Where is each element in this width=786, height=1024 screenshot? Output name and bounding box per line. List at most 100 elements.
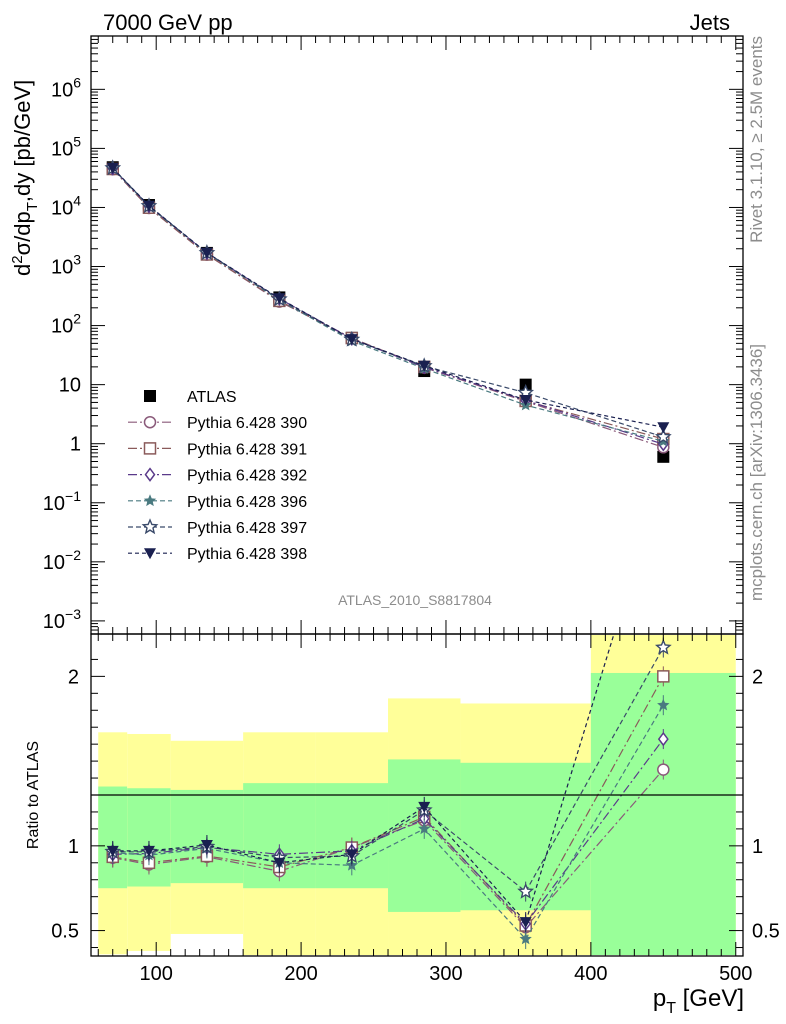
main-series xyxy=(104,159,672,463)
ratio-point-pythia-6-428-398 xyxy=(142,845,155,857)
y-tick-base: 10 xyxy=(51,138,73,160)
ratio-y-tick-label-right: 2 xyxy=(752,666,763,688)
y-title-d: d xyxy=(10,264,35,276)
point-pythia-6-428-398 xyxy=(418,360,431,372)
y-title-sub: T xyxy=(24,202,41,211)
ratio-point-pythia-6-428-391 xyxy=(657,670,670,683)
mcplots-label: mcplots.cern.ch [arXiv:1306.3436] xyxy=(747,344,766,601)
y-tick-label: 10−1 xyxy=(43,488,81,515)
ratio-line-pythia-6-428-397 xyxy=(112,647,664,893)
legend-label-pythia-6-428-391: Pythia 6.428 391 xyxy=(187,441,307,458)
y-tick-label: 10 xyxy=(59,375,81,397)
x-title-sub: T xyxy=(666,1000,676,1017)
ratio-line-pythia-6-428-392 xyxy=(112,738,664,925)
legend-marker-pythia-6-428-390 xyxy=(143,415,157,429)
ratio-y-tick-label: 1 xyxy=(68,836,79,858)
legend-label-atlas: ATLAS xyxy=(187,389,237,406)
ratio-point-pythia-6-428-396 xyxy=(519,932,532,945)
legend-marker-pythia-6-428-391 xyxy=(143,442,157,455)
legend-label-pythia-6-428-390: Pythia 6.428 390 xyxy=(187,415,307,432)
legend-marker-pythia-6-428-397 xyxy=(141,518,159,535)
ratio-point-pythia-6-428-398 xyxy=(200,839,213,851)
point-pythia-6-428-398 xyxy=(657,422,670,434)
y-title-sigma: σ/dp xyxy=(10,211,35,255)
legend-label-pythia-6-428-398: Pythia 6.428 398 xyxy=(187,546,307,563)
y-tick-base: 10 xyxy=(43,493,65,515)
legend-marker-pythia-6-428-396 xyxy=(143,494,157,507)
ratio-line-pythia-6-428-396 xyxy=(112,704,664,941)
ratio-point-pythia-6-428-398 xyxy=(106,845,119,857)
point-atlas xyxy=(657,450,670,463)
y-tick-base: 10 xyxy=(51,257,73,279)
x-tick-label: 300 xyxy=(429,963,462,985)
y-tick-base: 10 xyxy=(43,552,65,574)
ratio-point-pythia-6-428-398 xyxy=(418,801,431,813)
inner-band xyxy=(98,786,128,889)
rivet-label: Rivet 3.1.10, ≥ 2.5M events xyxy=(747,36,766,243)
ratio-point-pythia-6-428-397 xyxy=(654,638,672,655)
legend-label-pythia-6-428-392: Pythia 6.428 392 xyxy=(187,468,307,485)
y-title-rest: ,dy [pb/GeV] xyxy=(10,80,35,202)
legend-label-pythia-6-428-397: Pythia 6.428 397 xyxy=(187,520,307,537)
ratio-point-pythia-6-428-398 xyxy=(345,849,358,861)
legend: ATLAS Pythia 6.428 390 Pythia 6.428 391 Pyt… xyxy=(128,389,307,563)
main-frame xyxy=(90,35,744,635)
y-tick-exponent: 5 xyxy=(73,133,81,149)
y-tick-exponent: 4 xyxy=(73,192,81,208)
ratio-line-pythia-6-428-398 xyxy=(112,634,615,924)
ratio-point-pythia-6-428-396 xyxy=(657,698,670,711)
y-title-sup: 2 xyxy=(9,255,26,263)
y-tick-label: 10−3 xyxy=(43,606,81,633)
y-tick-label: 106 xyxy=(51,74,81,101)
x-title-p: p xyxy=(653,985,666,1012)
ratio-y-tick-label-right: 0.5 xyxy=(752,921,780,943)
main-y-axis-title: d2σ/dpT,dy [pb/GeV] xyxy=(9,80,41,276)
x-tick-label: 200 xyxy=(284,963,317,985)
x-title-rest: [GeV] xyxy=(676,985,744,1012)
legend-marker-pythia-6-428-392 xyxy=(144,467,156,482)
y-tick-base: 10 xyxy=(51,79,73,101)
point-pythia-6-428-397 xyxy=(655,428,672,445)
y-tick-base: 10 xyxy=(43,611,65,633)
legend-marker-pythia-6-428-398 xyxy=(144,548,156,560)
y-tick-exponent: −3 xyxy=(65,606,81,622)
legend-marker-atlas xyxy=(144,390,156,402)
ratio-line-pythia-6-428-390 xyxy=(112,769,664,929)
point-pythia-6-428-398 xyxy=(200,247,213,259)
y-tick-label: 1 xyxy=(70,434,81,456)
y-tick-label: 103 xyxy=(51,252,81,279)
ratio-point-pythia-6-428-397 xyxy=(517,882,535,899)
ratio-point-pythia-6-428-398 xyxy=(273,857,286,869)
point-pythia-6-428-398 xyxy=(142,200,155,212)
ratio-y-axis-title: Ratio to ATLAS xyxy=(25,741,42,849)
main-x-ticks xyxy=(97,36,737,634)
ratio-y-tick-label: 0.5 xyxy=(51,921,79,943)
point-pythia-6-428-398 xyxy=(106,162,119,174)
y-tick-exponent: 6 xyxy=(73,74,81,90)
x-tick-label: 500 xyxy=(719,963,752,985)
ratio-y-tick-label: 2 xyxy=(68,666,79,688)
ratio-point-pythia-6-428-390 xyxy=(657,763,670,776)
analysis-id: ATLAS_2010_S8817804 xyxy=(338,592,492,608)
point-pythia-6-428-398 xyxy=(519,394,532,406)
observable-label: Jets xyxy=(690,10,730,35)
ratio-series-pythia-6-428-398 xyxy=(106,634,615,933)
y-tick-exponent: −2 xyxy=(65,547,81,563)
y-tick-exponent: 3 xyxy=(73,252,81,268)
y-tick-base: 10 xyxy=(51,197,73,219)
y-tick-label: 10−2 xyxy=(43,547,81,574)
x-tick-label: 400 xyxy=(574,963,607,985)
y-tick-base: 10 xyxy=(51,316,73,338)
y-tick-label: 104 xyxy=(51,192,81,219)
y-tick-exponent: 2 xyxy=(73,311,81,327)
series-line-pythia-6-428-398 xyxy=(112,167,664,428)
ratio-point-pythia-6-428-396 xyxy=(418,822,431,835)
legend-label-pythia-6-428-396: Pythia 6.428 396 xyxy=(187,494,307,511)
ratio-y-tick-label-right: 1 xyxy=(752,836,763,858)
y-tick-label: 102 xyxy=(51,311,81,338)
energy-beam-label: 7000 GeV pp xyxy=(103,10,233,35)
